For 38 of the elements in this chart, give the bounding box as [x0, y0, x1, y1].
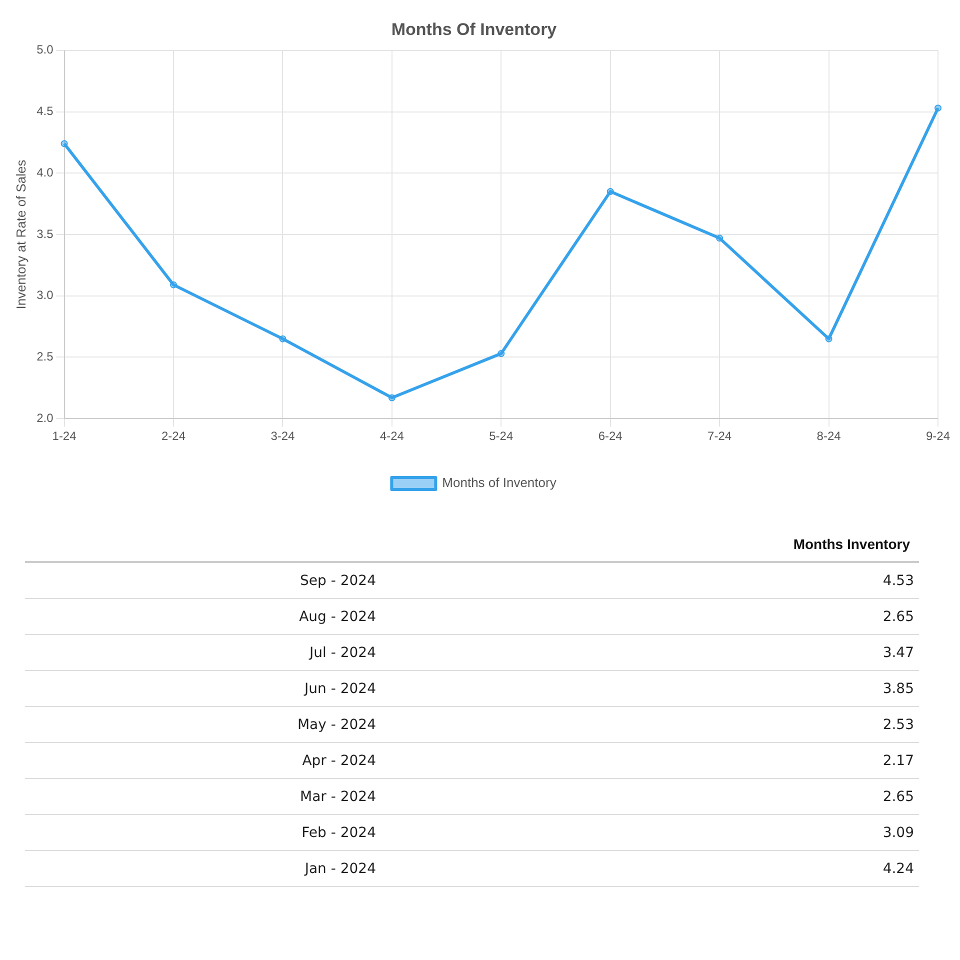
legend-label: Months of Inventory [442, 475, 557, 490]
x-tick-label: 6-24 [598, 429, 623, 444]
data-label: 2.65 [376, 778, 919, 814]
x-tick-label: 3-24 [270, 429, 296, 444]
y-tick-label: 4.0 [36, 165, 54, 180]
category-label: Jun - 2024 [25, 670, 376, 706]
y-tick-label: 3.0 [36, 288, 54, 302]
x-tick-label: 4-24 [380, 429, 404, 444]
x-tick-label: 5-24 [489, 429, 514, 444]
data-label: 4.24 [376, 850, 919, 886]
data-label: 3.47 [376, 634, 919, 670]
y-tick-label: 3.5 [36, 226, 54, 241]
y-axis-title: Inventory at Rate of Sales [13, 159, 28, 310]
category-label: Jan - 2024 [25, 850, 376, 886]
chart-title: Months Of Inventory [391, 20, 558, 39]
category-label: Apr - 2024 [25, 742, 376, 778]
category-label: Mar - 2024 [25, 778, 376, 814]
x-tick-label: 7-24 [708, 429, 732, 444]
y-tick-label: 4.5 [36, 104, 54, 118]
data-label: 3.85 [376, 670, 919, 706]
x-tick-label: 1-24 [52, 429, 77, 444]
y-tick-label: 2.0 [36, 410, 54, 425]
data-label: 4.53 [376, 562, 919, 598]
data-label: 3.09 [376, 814, 919, 850]
x-tick-label: 2-24 [161, 429, 186, 444]
category-label: Feb - 2024 [25, 814, 376, 850]
text: Months Inventory [376, 530, 919, 562]
data-label: 2.17 [376, 742, 919, 778]
category-label: May - 2024 [25, 706, 376, 742]
x-tick-label: 8-24 [816, 429, 842, 444]
y-tick-label: 2.5 [36, 350, 54, 364]
data-label: 2.65 [376, 598, 919, 634]
category-label: Aug - 2024 [25, 598, 376, 634]
category-label: Jul - 2024 [25, 634, 376, 670]
x-tick-label: 9-24 [926, 429, 950, 444]
y-tick-label: 5.0 [36, 42, 54, 57]
data-label: 2.53 [376, 706, 919, 742]
category-label: Sep - 2024 [25, 562, 376, 598]
